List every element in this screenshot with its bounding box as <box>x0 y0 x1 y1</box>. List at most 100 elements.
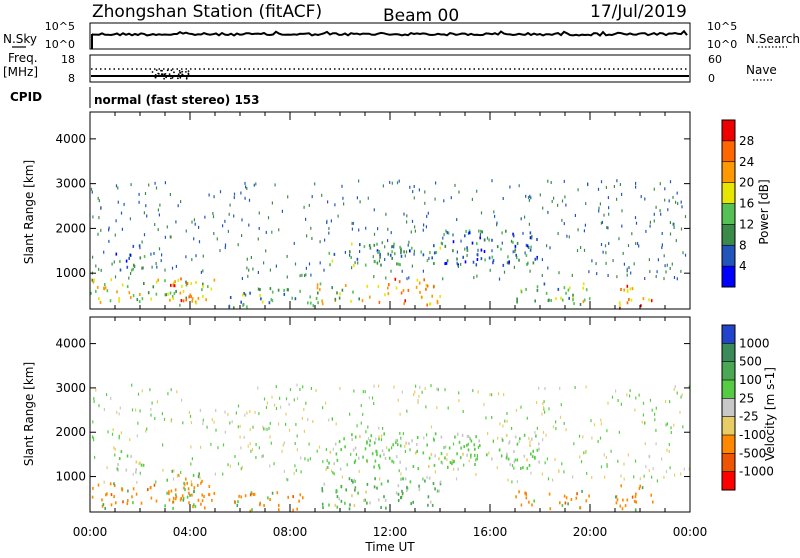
data-cell <box>457 263 459 267</box>
data-cell <box>114 275 117 279</box>
data-cell <box>476 189 478 193</box>
data-cell <box>395 440 397 444</box>
noise-bottom-tick-right: 10^0 <box>707 38 737 51</box>
data-cell <box>471 197 473 201</box>
data-cell <box>383 432 385 436</box>
data-cell <box>215 428 217 432</box>
data-cell <box>109 299 112 303</box>
colorbar-segment <box>722 140 735 163</box>
data-cell <box>588 270 590 274</box>
data-cell <box>108 239 110 243</box>
data-cell <box>244 181 246 185</box>
data-cell <box>565 496 568 500</box>
data-cell <box>92 486 94 490</box>
data-cell <box>269 464 271 468</box>
data-cell <box>536 238 538 241</box>
data-cell <box>376 261 379 265</box>
data-cell <box>434 470 436 474</box>
data-cell <box>460 239 462 243</box>
data-cell <box>244 293 247 297</box>
data-cell <box>346 463 348 467</box>
data-cell <box>158 247 161 251</box>
data-cell <box>610 449 612 453</box>
data-cell <box>246 305 248 309</box>
data-cell <box>511 480 513 484</box>
data-cell <box>380 506 382 509</box>
data-cell <box>528 222 530 226</box>
cpid-text: normal (fast stereo) 153 <box>94 93 260 107</box>
data-cell <box>626 498 629 502</box>
data-cell <box>257 287 260 291</box>
colorbar-segment <box>722 471 735 491</box>
data-cell <box>311 195 313 199</box>
data-cell <box>183 481 185 485</box>
data-cell <box>202 295 204 298</box>
colorbar-frame <box>721 324 736 491</box>
data-cell <box>400 249 402 253</box>
data-cell <box>622 498 624 502</box>
data-cell <box>436 387 438 391</box>
data-cell <box>629 287 632 291</box>
data-cell <box>162 443 164 447</box>
data-cell <box>157 278 159 282</box>
data-cell <box>585 451 587 454</box>
data-cell <box>92 420 94 424</box>
data-cell <box>182 498 185 502</box>
data-cell <box>496 466 498 470</box>
data-cell <box>488 256 491 260</box>
data-cell <box>138 244 141 248</box>
data-cell <box>563 470 565 474</box>
data-cell <box>573 442 575 446</box>
data-cell <box>264 427 266 431</box>
data-cell <box>335 490 337 494</box>
nave-dip-point <box>155 69 158 71</box>
data-cell <box>604 475 606 479</box>
data-cell <box>182 299 185 303</box>
data-cell <box>591 476 593 479</box>
data-cell <box>153 483 156 487</box>
data-cell <box>475 473 477 476</box>
data-cell <box>441 242 443 246</box>
data-cell <box>518 440 520 444</box>
data-cell <box>322 460 324 464</box>
data-cell <box>518 258 520 262</box>
data-cell <box>391 446 393 450</box>
data-cell <box>321 193 323 197</box>
data-cell <box>166 491 168 495</box>
data-cell <box>152 285 155 289</box>
data-cell <box>114 233 116 237</box>
data-cell <box>263 397 266 401</box>
data-cell <box>349 412 351 416</box>
data-cell <box>271 201 273 205</box>
nave-label: Nave <box>746 63 777 77</box>
data-cell <box>629 389 631 393</box>
data-cell <box>364 390 366 394</box>
colorbar-tick-label: 4 <box>739 259 747 273</box>
data-cell <box>602 250 604 254</box>
data-cell <box>115 501 117 505</box>
nave-dip-point <box>185 77 188 80</box>
data-cell <box>213 232 215 235</box>
data-cell <box>104 283 106 287</box>
data-cell <box>408 276 410 280</box>
data-cell <box>607 274 609 277</box>
data-cell <box>525 287 527 291</box>
data-cell <box>339 387 341 390</box>
x-tick-label: 20:00 <box>573 525 608 539</box>
data-cell <box>402 432 404 436</box>
data-cell <box>507 255 509 259</box>
data-cell <box>456 261 458 265</box>
data-cell <box>267 496 269 500</box>
data-cell <box>394 277 397 281</box>
data-cell <box>543 282 546 286</box>
colorbar-tick-label: -500 <box>739 446 766 460</box>
data-cell <box>538 447 540 451</box>
colorbar-segment <box>722 453 735 473</box>
data-cell <box>638 244 640 248</box>
data-cell <box>136 298 139 302</box>
data-cell <box>391 256 393 260</box>
data-cell <box>663 475 665 479</box>
data-cell <box>403 212 405 216</box>
data-cell <box>454 435 456 439</box>
